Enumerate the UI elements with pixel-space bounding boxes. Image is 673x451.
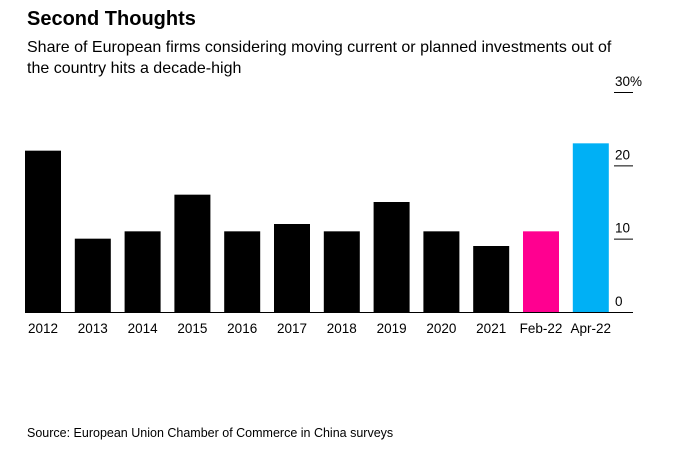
x-tick-label: 2015 [177, 321, 207, 336]
y-tick-label: 30% [615, 74, 642, 89]
bar-2019 [373, 202, 410, 312]
bar-2016 [224, 231, 261, 312]
bar-2012 [25, 150, 61, 312]
chart-title: Second Thoughts [27, 8, 196, 30]
x-tick-label: 2014 [128, 321, 159, 336]
bar-2020 [423, 231, 460, 312]
x-tick-label: 2017 [277, 321, 307, 336]
bar-2018 [323, 231, 360, 312]
x-tick-label: 2016 [227, 321, 257, 336]
x-tick-label: 2020 [426, 321, 456, 336]
bar-Feb-22 [523, 231, 559, 312]
bar-2021 [473, 246, 510, 312]
y-tick-label: 0 [615, 294, 623, 309]
bar-2015 [174, 194, 211, 312]
bar-Apr-22 [572, 143, 609, 312]
bar-2013 [74, 238, 111, 312]
x-tick-label: Apr-22 [571, 321, 612, 336]
x-tick-label: 2021 [476, 321, 506, 336]
y-tick-label: 10 [615, 221, 630, 236]
chart-subtitle: Share of European firms considering movi… [27, 39, 612, 77]
x-tick-label: Feb-22 [520, 321, 563, 336]
x-tick-label: 2012 [28, 321, 58, 336]
y-tick-label: 20 [615, 147, 630, 162]
bar-2017 [274, 224, 310, 312]
source-note: Source: European Union Chamber of Commer… [27, 426, 394, 440]
x-tick-label: 2013 [78, 321, 108, 336]
x-tick-label: 2019 [377, 321, 407, 336]
x-tick-label: 2018 [327, 321, 357, 336]
bar-2014 [124, 231, 161, 312]
